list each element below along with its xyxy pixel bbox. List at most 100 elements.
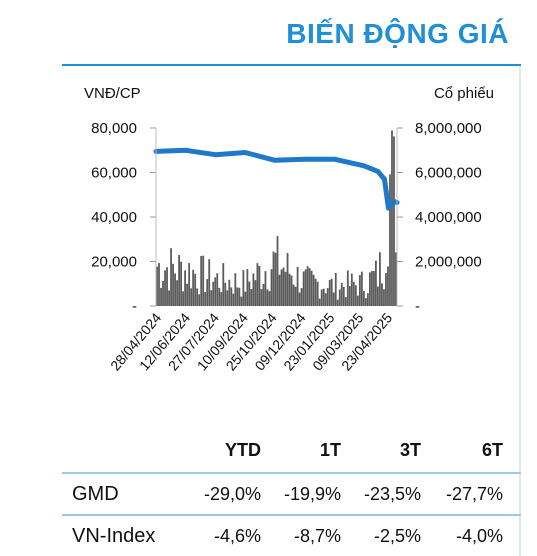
row-name: GMD	[72, 483, 119, 505]
left-tick-label: 80,000	[91, 120, 137, 137]
volume-bar	[198, 294, 201, 306]
volume-bar	[216, 273, 219, 306]
volume-bar	[338, 289, 341, 306]
volume-bar	[306, 266, 309, 306]
volume-bar	[214, 277, 217, 306]
volume-bar	[158, 263, 160, 306]
volume-bar	[168, 290, 170, 306]
volume-bar	[268, 291, 271, 306]
volume-bar	[224, 282, 227, 306]
volume-bar	[312, 274, 315, 306]
volume-bar	[204, 292, 207, 306]
volume-bar	[389, 174, 391, 306]
volume-bar	[202, 255, 205, 306]
volume-bar	[234, 273, 237, 306]
volume-bar	[360, 271, 363, 306]
price-line	[153, 147, 400, 211]
table-header-row: YTD 1T 3T 6T	[62, 430, 521, 472]
volume-bar	[379, 252, 381, 306]
volume-bar	[236, 287, 239, 306]
volume-bar	[252, 273, 255, 306]
header-3t: 3T	[399, 440, 421, 460]
volume-bar	[328, 279, 331, 306]
volume-bar	[254, 280, 257, 306]
volume-bar	[256, 263, 259, 306]
volume-bar	[270, 269, 273, 306]
price-volume-chart: VNĐ/CP Cổ phiếu 80,000 60,000 40,000 20,000…	[84, 85, 494, 374]
volume-bar	[192, 269, 195, 306]
volume-bar	[324, 293, 327, 306]
volume-bar	[354, 285, 357, 306]
volume-bar	[218, 287, 221, 306]
volume-bar	[156, 266, 158, 306]
volume-bar	[332, 292, 335, 306]
volume-bar	[344, 297, 347, 306]
volume-bar	[174, 273, 176, 306]
x-axis-labels: 28/04/202412/06/202427/07/202410/09/2024…	[107, 309, 395, 373]
volume-bar	[226, 290, 229, 306]
volume-bar	[364, 298, 367, 306]
volume-bar	[248, 281, 251, 306]
volume-bar	[340, 282, 343, 306]
volume-bar	[166, 267, 168, 306]
left-axis-ticks: 80,000 60,000 40,000 20,000 -	[91, 120, 156, 315]
volume-bar	[350, 273, 353, 306]
volume-bar	[280, 269, 283, 306]
volume-bar	[322, 288, 325, 306]
left-tick-label: 60,000	[91, 165, 137, 182]
volume-bar	[366, 293, 369, 306]
volume-bar	[377, 286, 379, 306]
volume-bar	[314, 278, 317, 306]
volume-bar	[373, 270, 375, 306]
volume-bar	[326, 288, 329, 306]
volume-bar	[346, 270, 349, 306]
volume-bar	[200, 255, 203, 306]
side-rule	[519, 66, 521, 556]
volume-bar	[370, 271, 373, 306]
volume-bar	[292, 284, 295, 306]
cell-ytd: -4,6%	[213, 526, 261, 546]
volume-bar	[184, 270, 187, 306]
volume-bar	[190, 288, 193, 306]
volume-bar	[304, 269, 307, 306]
page-title: BIẾN ĐỘNG GIÁ	[286, 18, 509, 49]
volume-bar	[250, 289, 253, 306]
table-row: GMD -29,0% -19,9% -23,5% -27,7%	[62, 472, 521, 514]
volume-bar	[266, 289, 269, 306]
volume-bar	[194, 273, 197, 306]
volume-bar	[244, 291, 247, 306]
volume-bar	[387, 266, 389, 306]
volume-bar	[381, 283, 383, 306]
volume-bar	[246, 269, 249, 306]
volume-bar	[258, 265, 261, 306]
volume-bar	[393, 136, 395, 306]
volume-bar	[336, 299, 339, 306]
cell-6t: -27,7%	[445, 484, 503, 504]
volume-bar	[206, 279, 209, 306]
volume-bar	[172, 263, 174, 306]
volume-bar	[282, 267, 285, 306]
cell-1t: -8,7%	[293, 526, 341, 546]
volume-bar	[262, 283, 265, 306]
volume-bar	[330, 278, 333, 306]
volume-bar	[162, 280, 164, 306]
volume-bar	[178, 255, 180, 306]
volume-bar	[284, 271, 287, 306]
right-tick-label: -	[415, 298, 420, 315]
volume-bar	[288, 273, 291, 306]
volume-bar	[308, 268, 311, 306]
volume-bar	[208, 259, 211, 306]
volume-bar	[274, 252, 277, 306]
volume-bar	[385, 273, 387, 306]
volume-bar	[272, 251, 275, 306]
volume-bar	[362, 291, 365, 306]
cell-1t: -19,9%	[283, 484, 341, 504]
title-rule	[62, 64, 521, 66]
header-1t: 1T	[319, 440, 341, 460]
volume-bar	[318, 298, 321, 306]
volume-bar	[358, 275, 361, 306]
left-tick-label: -	[132, 298, 137, 315]
volume-bar	[310, 270, 313, 306]
volume-bar	[232, 293, 235, 306]
volume-bar	[290, 275, 293, 306]
